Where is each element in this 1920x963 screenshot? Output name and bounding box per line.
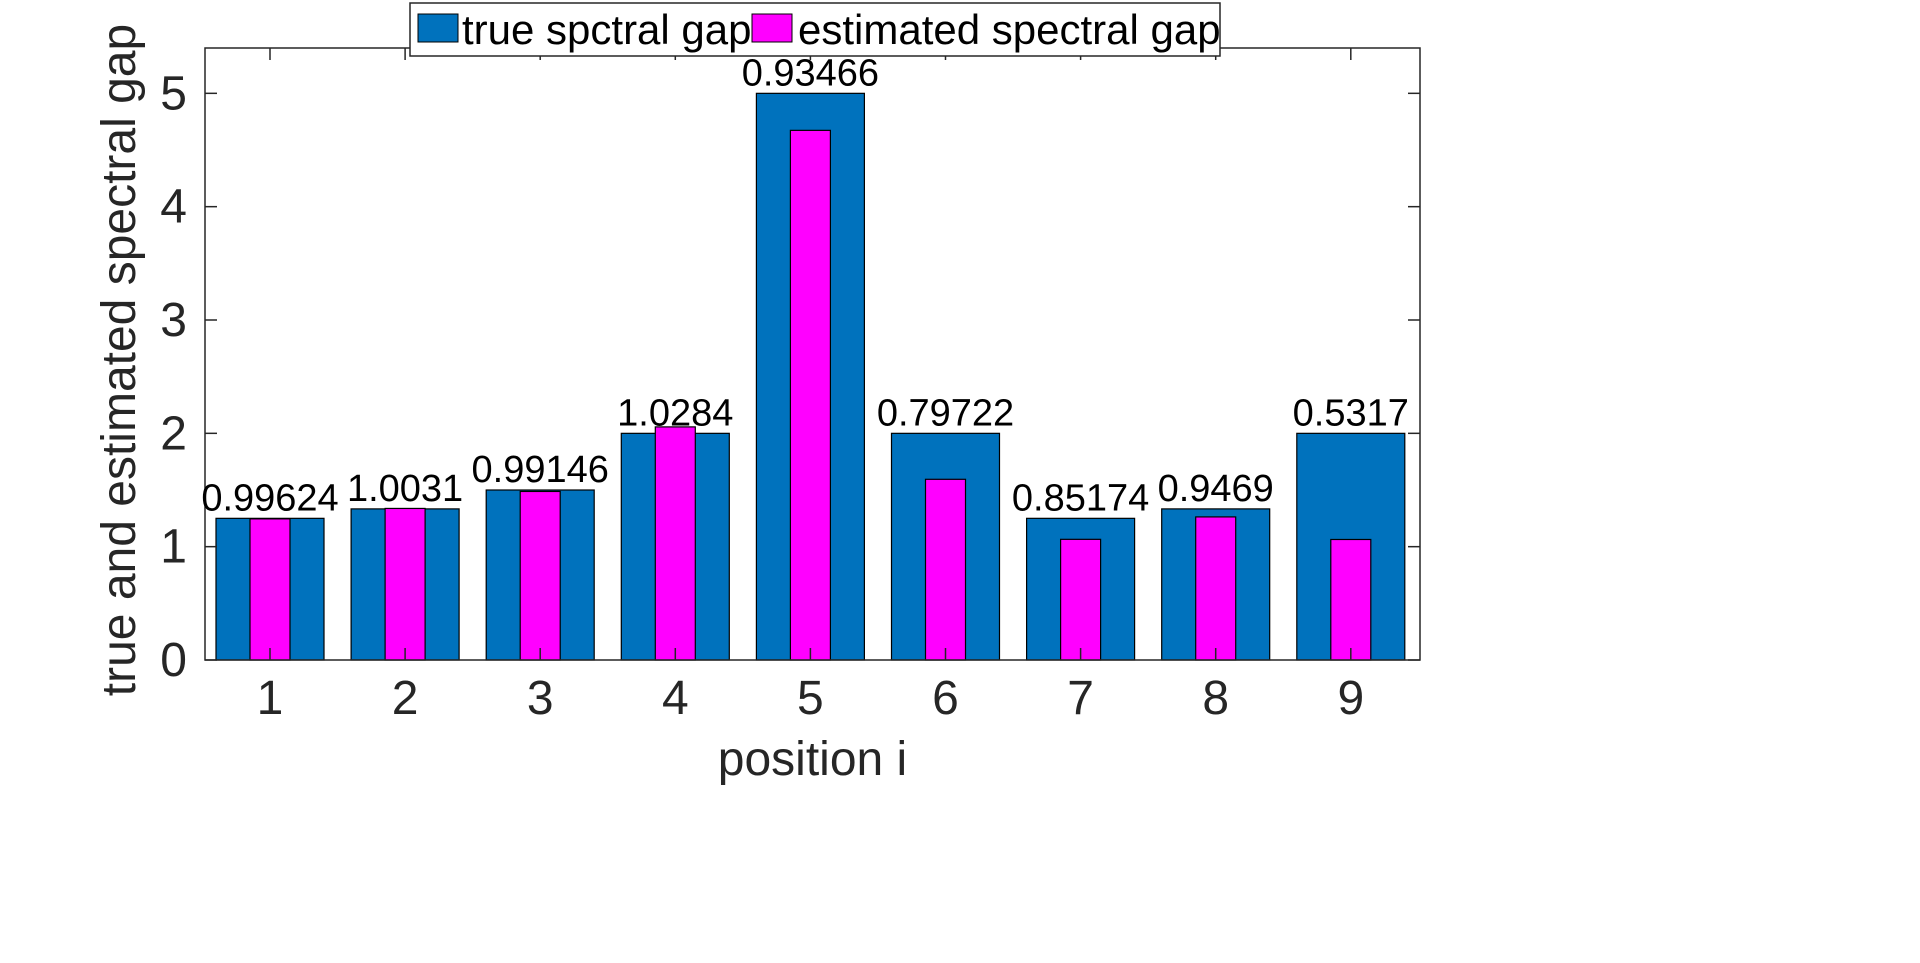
y-tick-label-3: 3 <box>160 294 187 347</box>
bar-estimated-9 <box>1330 538 1372 661</box>
data-label-7: 0.85174 <box>1012 477 1149 519</box>
x-tick-label-5: 5 <box>797 672 824 725</box>
bar-estimated-4 <box>654 426 696 661</box>
bar-estimated-1 <box>249 518 291 661</box>
y-tick-label-0: 0 <box>160 634 187 687</box>
legend-swatch-estimated <box>751 13 793 43</box>
x-axis-label: position i <box>718 733 907 786</box>
y-tick-label-2: 2 <box>160 407 187 460</box>
x-tick-label-3: 3 <box>527 672 554 725</box>
bar-estimated-2 <box>384 507 426 661</box>
x-tick-label-9: 9 <box>1337 672 1364 725</box>
tick-marks: 0 1 2 3 4 5 1 2 3 4 5 6 7 8 9 <box>160 48 1420 725</box>
bar-estimated-6 <box>924 478 967 661</box>
data-label-4: 1.0284 <box>617 392 733 434</box>
y-tick-label-4: 4 <box>160 181 187 234</box>
bar-estimated-3 <box>519 490 561 661</box>
bars-true-series <box>215 92 1406 661</box>
x-tick-label-6: 6 <box>932 672 959 725</box>
y-tick-label-5: 5 <box>160 67 187 120</box>
y-tick-label-1: 1 <box>160 521 187 574</box>
x-tick-label-4: 4 <box>662 672 689 725</box>
data-label-1: 0.99624 <box>201 477 338 519</box>
x-tick-label-1: 1 <box>257 672 284 725</box>
bar-estimated-8 <box>1195 516 1237 661</box>
y-axis-label: true and estimated spectral gap <box>93 24 146 696</box>
x-tick-label-2: 2 <box>392 672 419 725</box>
bars-estimated-series <box>249 129 1372 661</box>
x-tick-label-7: 7 <box>1067 672 1094 725</box>
legend-swatch-true <box>417 13 459 43</box>
legend-label-true: true spctral gap <box>462 6 752 53</box>
x-tick-label-8: 8 <box>1202 672 1229 725</box>
data-label-2: 1.0031 <box>347 468 463 510</box>
data-label-5: 0.93466 <box>742 52 879 94</box>
data-label-3: 0.99146 <box>472 449 609 491</box>
bar-estimated-5 <box>789 129 832 661</box>
legend: true spctral gap estimated spectral gap <box>409 2 1221 57</box>
data-label-9: 0.5317 <box>1293 392 1409 434</box>
bar-estimated-7 <box>1059 538 1102 661</box>
data-label-6: 0.79722 <box>877 392 1014 434</box>
legend-box <box>409 2 1221 57</box>
legend-label-estimated: estimated spectral gap <box>798 6 1221 53</box>
data-label-8: 0.9469 <box>1158 468 1274 510</box>
